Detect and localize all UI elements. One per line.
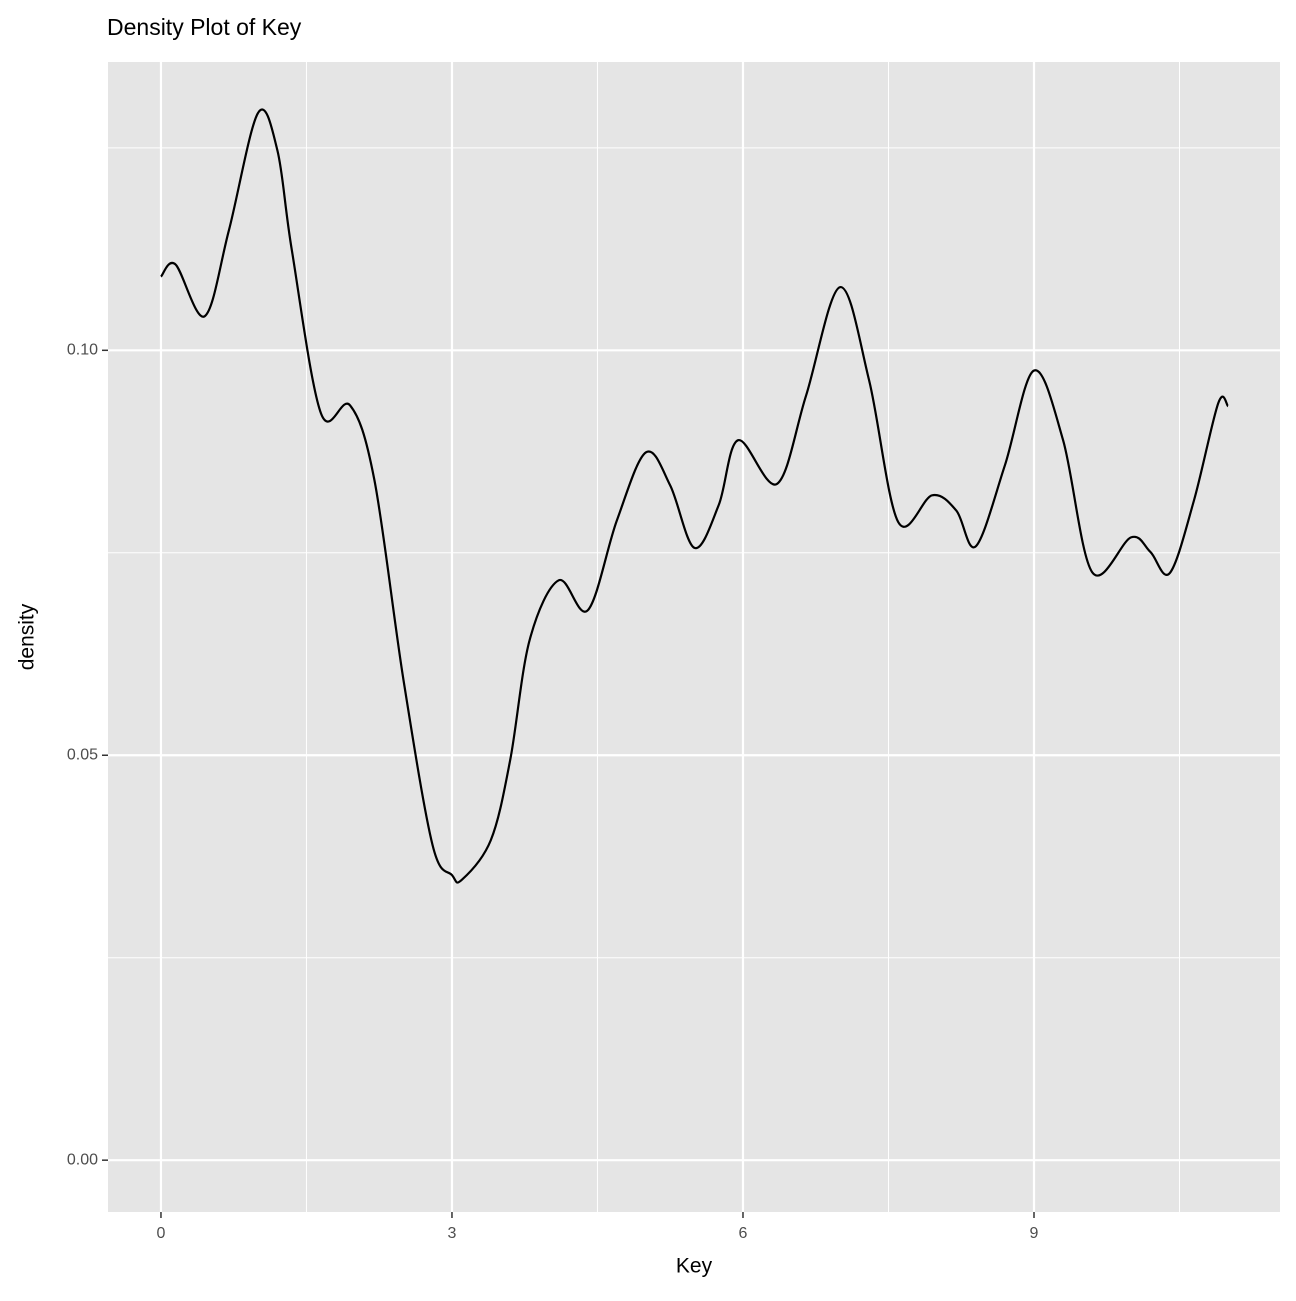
plot-background <box>108 62 1280 1212</box>
y-tick-label: 0.05 <box>67 746 98 763</box>
y-tick-label: 0.00 <box>67 1151 98 1168</box>
x-tick-label: 9 <box>1030 1225 1039 1242</box>
y-axis-label: density <box>16 603 39 670</box>
chart-title: Density Plot of Key <box>107 14 302 40</box>
x-axis-label: Key <box>676 1255 713 1278</box>
x-tick-label: 3 <box>448 1225 457 1242</box>
x-tick-label: 6 <box>739 1225 748 1242</box>
x-tick-label: 0 <box>157 1225 166 1242</box>
density-line <box>160 108 1229 884</box>
y-tick-label: 0.10 <box>67 342 98 359</box>
